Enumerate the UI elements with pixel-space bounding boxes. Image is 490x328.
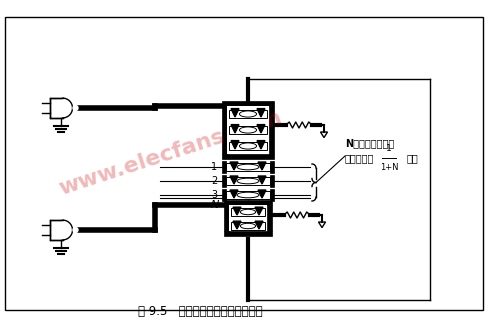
Ellipse shape (237, 192, 259, 198)
Polygon shape (230, 190, 238, 198)
Bar (227, 106, 269, 154)
Bar (231, 208, 265, 216)
Text: www.elecfans.com: www.elecfans.com (56, 107, 284, 199)
Text: 2: 2 (211, 176, 217, 186)
Bar (222, 154, 274, 159)
Bar (229, 110, 267, 118)
Bar (270, 175, 274, 187)
Polygon shape (258, 176, 266, 184)
Ellipse shape (241, 209, 256, 215)
Bar (229, 142, 267, 151)
Bar (50, 98, 63, 118)
Text: 1: 1 (386, 144, 392, 153)
Polygon shape (258, 162, 266, 170)
Text: N: N (211, 200, 219, 210)
Text: 减少: 减少 (407, 153, 419, 163)
Ellipse shape (237, 178, 259, 184)
Bar (229, 205, 267, 231)
Polygon shape (320, 132, 327, 138)
Ellipse shape (240, 127, 257, 133)
Text: 图 9.5   多条地线分离信号减少耦合: 图 9.5 多条地线分离信号减少耦合 (138, 305, 262, 318)
Bar (270, 161, 274, 173)
Bar (222, 161, 226, 173)
Ellipse shape (237, 164, 259, 170)
Polygon shape (255, 221, 263, 229)
Polygon shape (63, 220, 73, 240)
Bar (222, 106, 227, 154)
Bar (269, 106, 274, 154)
Polygon shape (257, 141, 265, 149)
Polygon shape (258, 190, 266, 198)
Polygon shape (230, 176, 238, 184)
Polygon shape (318, 222, 325, 228)
Text: 3: 3 (211, 190, 217, 200)
Polygon shape (257, 109, 265, 117)
Text: 耦合按系数: 耦合按系数 (345, 153, 374, 163)
Text: 1+N: 1+N (380, 163, 398, 172)
Bar (5, 17, 483, 310)
Ellipse shape (241, 223, 256, 229)
Ellipse shape (240, 143, 257, 149)
Bar (50, 220, 63, 240)
Circle shape (73, 106, 78, 111)
Polygon shape (231, 109, 239, 117)
Bar (226, 163, 270, 171)
Polygon shape (231, 125, 239, 133)
Bar (226, 177, 270, 185)
Polygon shape (233, 207, 241, 215)
Ellipse shape (240, 111, 257, 117)
Text: 1: 1 (211, 162, 217, 172)
Polygon shape (257, 125, 265, 133)
Bar (226, 191, 270, 199)
Bar (231, 222, 265, 230)
Bar (224, 231, 272, 236)
Polygon shape (231, 141, 239, 149)
Polygon shape (63, 98, 73, 118)
Circle shape (73, 228, 78, 233)
Bar (229, 126, 267, 134)
Polygon shape (230, 162, 238, 170)
Polygon shape (255, 207, 263, 215)
Bar (267, 205, 272, 231)
Bar (222, 189, 226, 201)
Bar (224, 200, 272, 205)
Bar (270, 189, 274, 201)
Bar (222, 101, 274, 106)
Text: N条地线分离信号: N条地线分离信号 (345, 138, 394, 148)
Bar (224, 205, 229, 231)
Polygon shape (233, 221, 241, 229)
Bar (222, 175, 226, 187)
Text: . .: . . (242, 204, 254, 217)
